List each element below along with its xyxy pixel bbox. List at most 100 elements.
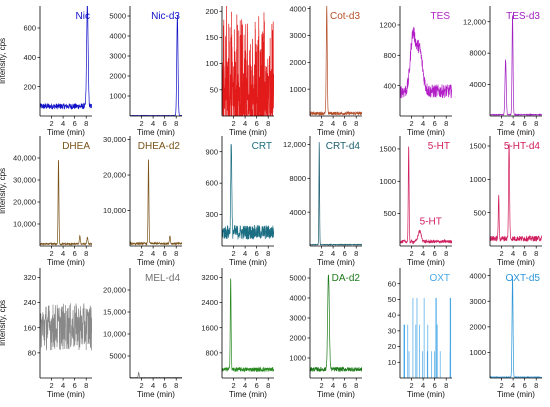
y-tick-label: 1000 — [469, 175, 486, 184]
chromatogram-trace — [310, 6, 362, 116]
x-tick-label: 2 — [49, 249, 53, 258]
y-tick-label: 900 — [205, 147, 218, 156]
chromatogram-trace — [40, 6, 92, 110]
x-tick-label: 6 — [433, 119, 437, 128]
y-axis-label: Intensity, cps — [0, 300, 7, 346]
x-tick-label: 8 — [444, 249, 448, 258]
x-tick-label: 8 — [444, 119, 448, 128]
x-tick-label: 8 — [354, 381, 358, 390]
chromatogram-trace — [130, 371, 182, 378]
chromatogram-trace — [222, 143, 274, 240]
y-tick-label: 5000 — [289, 274, 306, 283]
y-axis-label: Intensity, cps — [0, 38, 7, 84]
x-tick-label: 4 — [61, 249, 65, 258]
y-tick-label: 600 — [23, 24, 36, 33]
x-axis-label: Time (min) — [407, 258, 445, 267]
y-tick-label: 1000 — [289, 354, 306, 363]
x-tick-label: 6 — [73, 249, 77, 258]
y-tick-label: 1000 — [469, 348, 486, 357]
y-tick-label: 320 — [23, 273, 36, 282]
x-tick-label: 6 — [255, 249, 259, 258]
panel-title: Nic-d3 — [151, 11, 180, 22]
x-axis-label: Time (min) — [229, 128, 267, 137]
chromatogram-trace — [40, 160, 92, 246]
panel-title: Cot-d3 — [330, 11, 360, 22]
x-tick-label: 8 — [84, 249, 88, 258]
x-tick-label: 6 — [433, 249, 437, 258]
y-tick-label: 400 — [383, 81, 396, 90]
x-tick-label: 8 — [266, 249, 270, 258]
y-tick-label: 30,000 — [13, 176, 36, 185]
x-tick-label: 6 — [343, 119, 347, 128]
x-axis-label: Time (min) — [47, 258, 85, 267]
y-tick-label: 600 — [205, 179, 218, 188]
x-tick-label: 2 — [409, 249, 413, 258]
x-axis-label: Time (min) — [497, 390, 535, 399]
panel-title: CRT-d4 — [326, 141, 361, 152]
panel-title: DA-d2 — [332, 273, 361, 284]
y-tick-label: 800 — [383, 51, 396, 60]
y-tick-label: 8000 — [469, 49, 486, 58]
panel-title: TES — [431, 11, 451, 22]
y-tick-label: 20,000 — [103, 171, 126, 180]
x-tick-label: 4 — [511, 119, 515, 128]
y-tick-label: 3000 — [289, 314, 306, 323]
x-tick-label: 4 — [151, 119, 155, 128]
y-tick-label: 150 — [205, 33, 218, 42]
y-tick-label: 4000 — [289, 208, 306, 217]
x-tick-label: 4 — [61, 119, 65, 128]
x-tick-label: 8 — [266, 381, 270, 390]
y-tick-label: 800 — [205, 348, 218, 357]
y-axis-label: Intensity, cps — [0, 168, 7, 214]
x-axis-label: Time (min) — [497, 128, 535, 137]
y-tick-label: 1000 — [379, 177, 396, 186]
y-tick-label: 20,000 — [103, 286, 126, 295]
y-tick-label: 30 — [388, 326, 396, 335]
panel-title: 5-HT-d4 — [504, 141, 541, 152]
x-tick-label: 6 — [343, 249, 347, 258]
y-tick-label: 8000 — [289, 174, 306, 183]
x-tick-label: 6 — [163, 381, 167, 390]
y-tick-label: 3000 — [469, 297, 486, 306]
x-tick-label: 2 — [139, 381, 143, 390]
x-tick-label: 2 — [231, 119, 235, 128]
x-axis-label: Time (min) — [47, 390, 85, 399]
x-tick-label: 4 — [61, 381, 65, 390]
y-tick-label: 2000 — [289, 334, 306, 343]
chromatogram-trace — [490, 275, 542, 378]
x-tick-label: 2 — [139, 119, 143, 128]
x-tick-label: 4 — [511, 249, 515, 258]
x-axis-label: Time (min) — [497, 258, 535, 267]
y-tick-label: 1600 — [201, 323, 218, 332]
chromatogram-trace — [40, 303, 92, 351]
chromatogram-trace — [400, 27, 452, 99]
x-tick-label: 6 — [433, 381, 437, 390]
x-tick-label: 2 — [499, 249, 503, 258]
x-axis-label: Time (min) — [317, 258, 355, 267]
x-tick-label: 2 — [49, 381, 53, 390]
x-axis-label: Time (min) — [229, 258, 267, 267]
y-tick-label: 2000 — [289, 58, 306, 67]
x-tick-label: 8 — [534, 249, 538, 258]
x-tick-label: 2 — [319, 381, 323, 390]
x-tick-label: 2 — [139, 249, 143, 258]
y-tick-label: 4000 — [469, 80, 486, 89]
chromatogram-trace — [490, 15, 542, 116]
x-tick-label: 6 — [523, 381, 527, 390]
x-tick-label: 8 — [84, 381, 88, 390]
y-tick-label: 2000 — [469, 322, 486, 331]
x-tick-label: 8 — [534, 381, 538, 390]
x-tick-label: 4 — [151, 249, 155, 258]
